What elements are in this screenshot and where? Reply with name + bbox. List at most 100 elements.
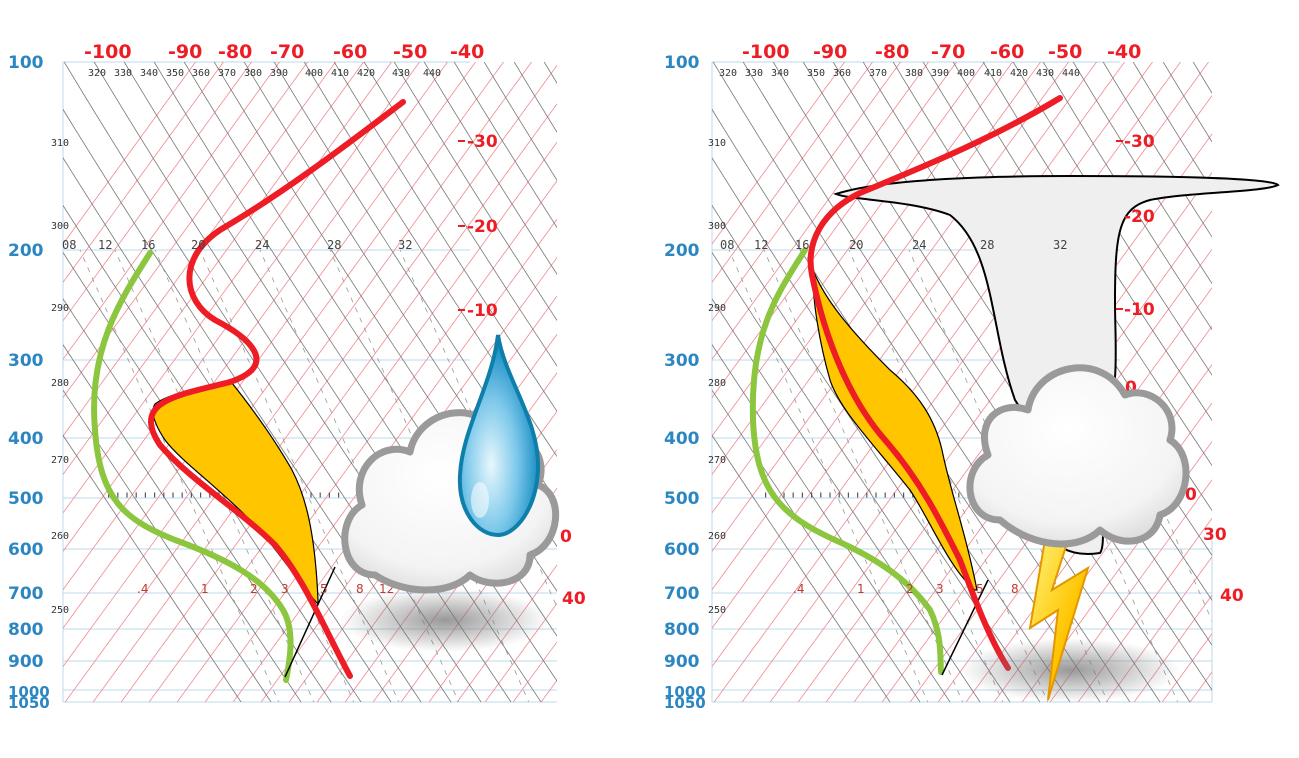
parcel-line [941,579,989,676]
temp-right-label: 30 [1203,525,1227,545]
dry-adiabat-line [63,344,302,702]
isotherm-line [1077,517,1212,702]
temp-top-label: -40 [1107,41,1141,63]
isotherm-line [623,60,640,705]
theta-label: 300 [51,221,69,232]
temp-top-label: -100 [84,41,132,63]
isotherm-line [540,679,557,702]
theta-label: 280 [708,378,726,389]
isotherm-line [63,62,197,245]
isotherm-line [288,333,557,702]
mixing-label: 32 [1053,238,1067,252]
isotherm-line [204,218,557,702]
mixing-label: .4 [793,582,804,596]
temperature-top-axis: -100 -90 -80 -70 -60 -50 -40 [84,41,484,63]
temp-top-label: -50 [1048,41,1082,63]
mixing-label: .4 [137,582,148,596]
isotherm-line [63,62,309,399]
mixing-label: 8 [1011,582,1019,596]
theta-label: 360 [833,68,851,79]
theta-label: 400 [957,68,975,79]
dry-adiabat-line [273,62,557,503]
theta-label: 290 [708,303,726,314]
pressure-label: 400 [664,429,700,449]
dry-adiabat-line [363,62,557,367]
thunderstorm-cloud-icon [960,364,1190,702]
theta-label: 250 [51,605,69,616]
mixing-label: 28 [980,238,994,252]
dry-adiabat-line [802,62,1212,691]
mixing-label: 24 [255,238,269,252]
dry-adiabat-line [1042,62,1212,331]
dry-adiabat-line [63,298,332,702]
mixing-label: 5 [320,582,328,596]
skewt-diagram-right: 100 200 300 400 500 600 700 800 900 1000… [664,41,1299,712]
isotherm-line [63,62,505,668]
dry-adiabat-line [213,62,557,592]
mixing-label: 20 [191,238,205,252]
temp-right-label: 40 [1220,586,1244,606]
mixing-ratio-upper-labels: 08 12 16 20 24 28 32 [62,238,412,252]
isotherm-line [712,62,1042,514]
dry-adiabat-line [243,62,557,548]
dry-adiabat-line [1252,60,1299,705]
temp-right-label: -10 [467,301,498,321]
temp-right-label: 40 [562,589,586,609]
mixing-label: 12 [754,238,768,252]
mixing-ratio-lower-labels: .4 1 2 3 5 8 [793,582,1019,596]
isotherm-line [63,62,253,322]
dry-adiabat-line [742,62,1161,702]
dry-adiabat-line [1222,60,1299,705]
theta-label: 300 [708,221,726,232]
temperature-top-axis: -100 -90 -80 -70 -60 -50 -40 [742,41,1141,63]
skewt-diagram-left: 100 200 300 400 500 600 700 800 900 1000… [8,41,640,712]
isotherm-line [176,180,557,702]
pressure-label: 900 [8,652,44,672]
isotherm-line [148,141,557,702]
temp-top-label: -80 [875,41,909,63]
mixing-label: 8 [356,582,364,596]
theta-label: 260 [708,531,726,542]
mixing-label: 16 [795,238,809,252]
dry-adiabat-line [952,62,1212,467]
pressure-label: 800 [8,620,44,640]
isotherm-line [1216,60,1299,705]
skewt-panel-rain: 100 200 300 400 500 600 700 800 900 1000… [0,0,640,758]
temp-right-label: -30 [1124,132,1155,152]
theta-label: 330 [114,68,132,79]
theta-label: 370 [869,68,887,79]
dry-adiabat-line [63,251,362,702]
theta-side-labels: 310 300 290 280 270 260 250 [51,138,69,616]
isotherm-lines [63,60,640,705]
pressure-label: 700 [664,584,700,604]
theta-label: 390 [931,68,949,79]
isotherm-line [909,287,1212,702]
isotherm-line [712,62,1014,476]
dry-adiabat-line [712,344,951,702]
mixing-label: 1 [857,582,865,596]
theta-label: 310 [51,138,69,149]
theta-label: 380 [244,68,262,79]
dry-adiabat-line [423,62,557,275]
dry-adiabat-line [453,62,557,229]
mixing-label: 08 [720,238,734,252]
theta-label: 340 [140,68,158,79]
theta-label: 430 [1036,68,1054,79]
theta-label: 340 [771,68,789,79]
theta-label: 350 [166,68,184,79]
dewpoint-curve [749,247,944,675]
temp-right-label: -10 [1124,300,1155,320]
temp-top-label: -90 [813,41,847,63]
isotherm-line [712,62,846,245]
dry-adiabat-line [772,62,1191,702]
dry-adiabat-line [712,251,1011,702]
theta-label: 440 [423,68,441,79]
pressure-label: 600 [8,540,44,560]
dry-adiabat-line [393,62,557,322]
dry-adiabat-line [1012,62,1212,376]
isotherm-line [63,62,421,552]
theta-label: 260 [51,531,69,542]
isotherm-line [1244,60,1299,705]
theta-label: 290 [51,303,69,314]
temp-top-label: -60 [990,41,1024,63]
